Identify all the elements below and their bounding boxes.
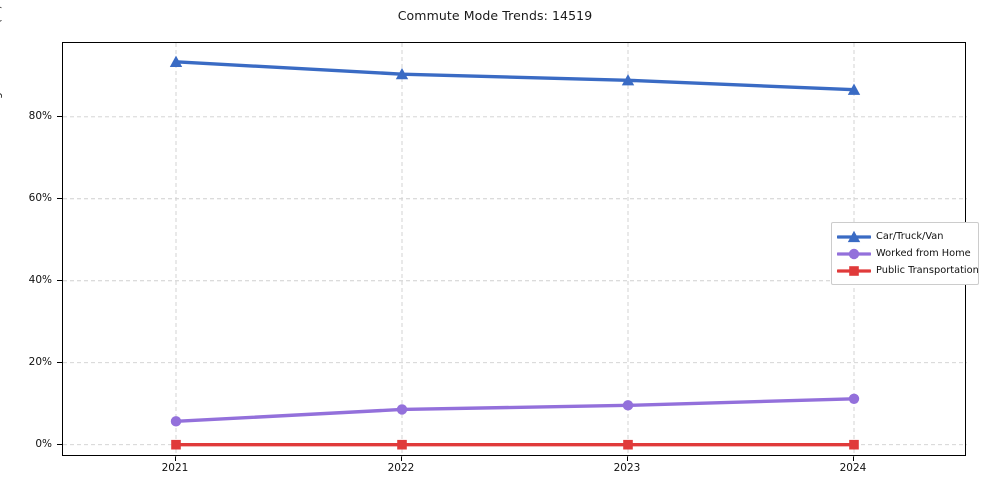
- x-tick-label: 2024: [839, 462, 867, 474]
- y-tick-label: 80%: [28, 109, 52, 122]
- data-point-marker: [848, 393, 860, 404]
- chart-title: Commute Mode Trends: 14519: [397, 8, 593, 23]
- y-tick-mark: [57, 115, 62, 117]
- data-point-marker: [849, 439, 859, 450]
- x-tick-label: 2021: [161, 462, 189, 474]
- data-point-marker: [623, 439, 633, 450]
- y-tick-label: 40%: [28, 273, 52, 286]
- data-point-marker: [171, 439, 181, 450]
- data-point-marker: [847, 83, 861, 95]
- y-tick-mark: [57, 279, 62, 281]
- plot-area: [62, 42, 967, 457]
- legend-marker-icon: [836, 229, 872, 245]
- y-tick-mark: [57, 361, 62, 363]
- y-tick-label: 0%: [35, 437, 52, 450]
- y-axis-label: Percentage of Workers (%): [0, 5, 3, 145]
- data-point-marker: [396, 404, 408, 415]
- legend-label: Car/Truck/Van: [876, 231, 944, 242]
- legend-marker-icon: [836, 263, 872, 279]
- x-tick-mark: [627, 456, 628, 461]
- chart-legend: Car/Truck/Van Worked from Home Public Tran…: [831, 222, 979, 285]
- x-tick-mark: [401, 456, 402, 461]
- data-point-marker: [621, 74, 635, 86]
- y-tick-label: 20%: [28, 355, 52, 368]
- y-tick-mark: [57, 197, 62, 199]
- data-point-marker: [170, 416, 182, 427]
- x-tick-mark: [175, 456, 176, 461]
- series-line: [174, 60, 856, 92]
- data-point-marker: [848, 248, 860, 259]
- data-point-marker: [169, 55, 183, 67]
- x-tick-label: 2022: [387, 462, 415, 474]
- data-point-marker: [397, 439, 407, 450]
- data-point-marker: [847, 230, 861, 242]
- x-tick-label: 2023: [613, 462, 641, 474]
- legend-marker-icon: [836, 246, 872, 262]
- legend-label: Public Transportation: [876, 265, 979, 276]
- series-canvas: [63, 43, 967, 457]
- legend-label: Worked from Home: [876, 248, 971, 259]
- y-tick-label: 60%: [28, 191, 52, 204]
- data-point-marker: [395, 67, 409, 80]
- data-point-marker: [622, 400, 634, 411]
- legend-item[interactable]: Car/Truck/Van: [836, 228, 972, 245]
- legend-item[interactable]: Worked from Home: [836, 245, 972, 262]
- data-point-marker: [849, 265, 859, 276]
- y-tick-mark: [57, 443, 62, 445]
- legend-item[interactable]: Public Transportation: [836, 262, 979, 279]
- x-tick-mark: [853, 456, 854, 461]
- series-line: [174, 397, 856, 424]
